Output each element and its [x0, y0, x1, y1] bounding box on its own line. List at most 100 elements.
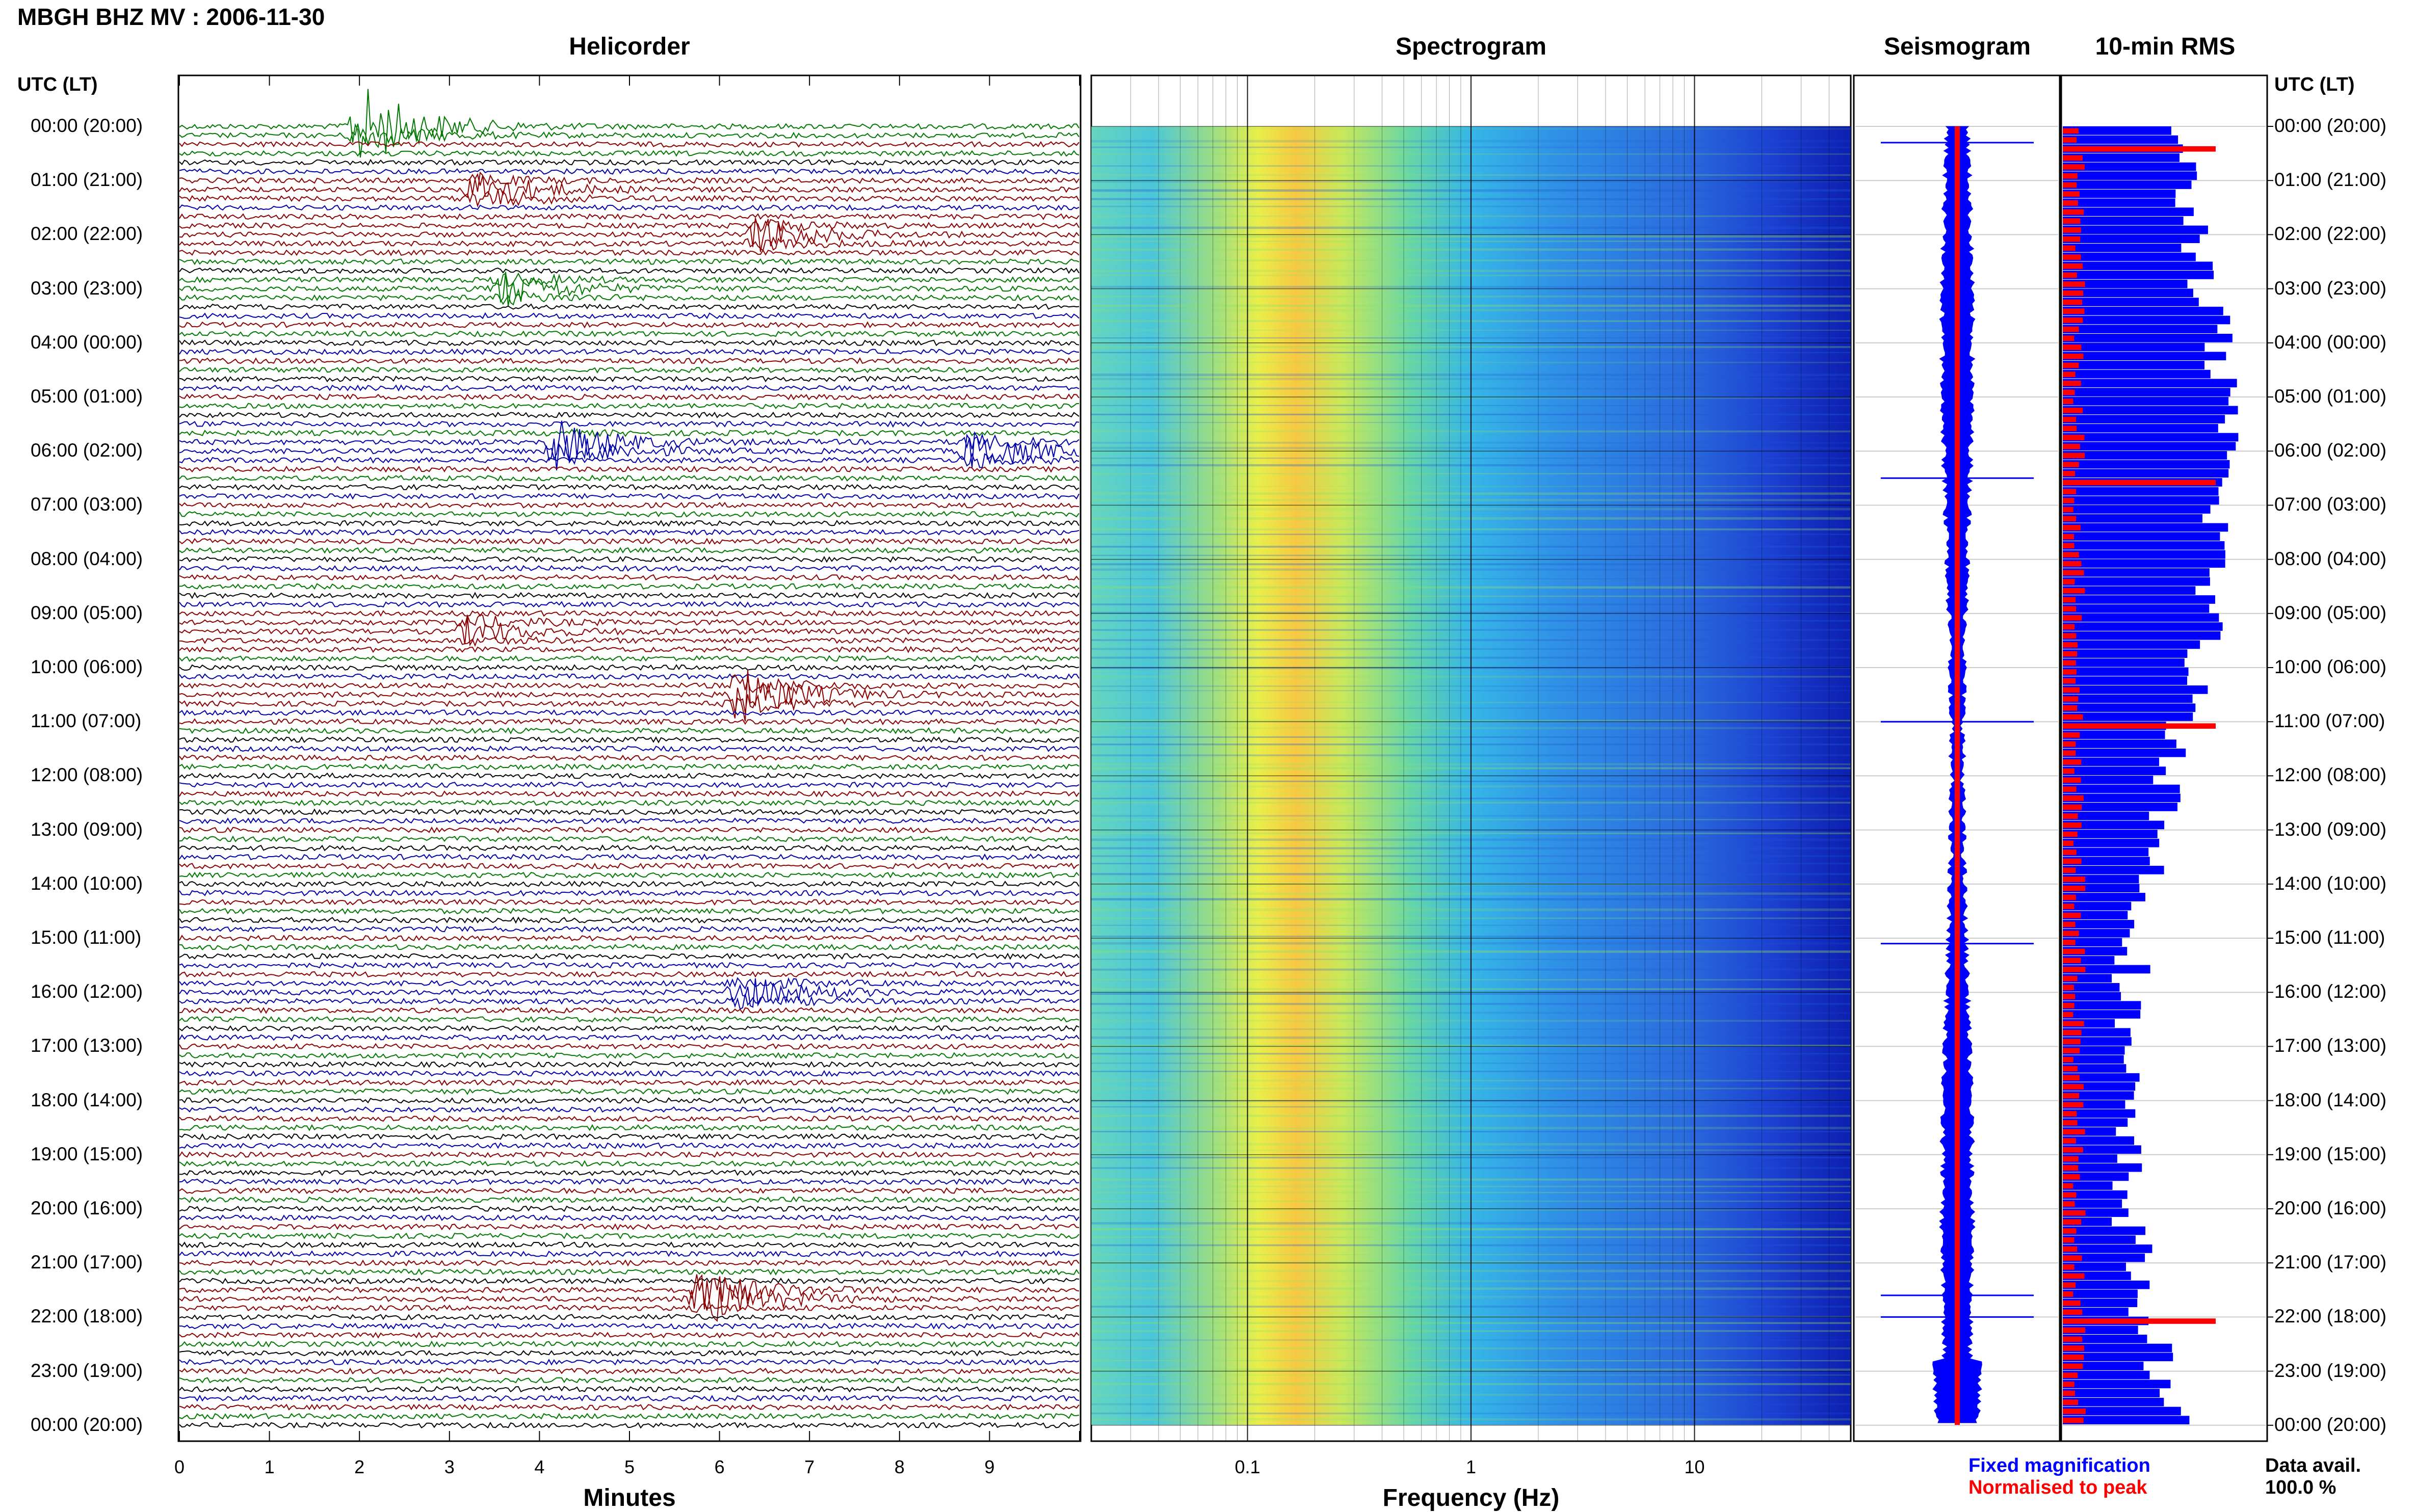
rms-normalised-bar	[2063, 804, 2082, 810]
rms-normalised-bar	[2063, 597, 2076, 603]
rms-fixed-bar	[2063, 1380, 2171, 1389]
time-label-left: 01:00 (21:00)	[31, 169, 143, 191]
time-label-left: 00:00 (20:00)	[31, 115, 143, 136]
helicorder-x-tick: 0	[174, 1456, 185, 1477]
helicorder-trace-line	[179, 1079, 1080, 1086]
helicorder-trace-line	[179, 357, 1080, 364]
helicorder-trace-line	[179, 853, 1080, 861]
rms-normalised-bar	[2063, 137, 2077, 143]
rms-normalised-bar	[2063, 1336, 2083, 1342]
helicorder-trace-line	[179, 1250, 1080, 1258]
time-label-right: 01:00 (21:00)	[2274, 169, 2387, 191]
helicorder-trace-line	[179, 1259, 1080, 1267]
helicorder-trace-line	[179, 826, 1080, 834]
rms-fixed-bar	[2063, 298, 2199, 306]
helicorder-trace-line	[179, 565, 1080, 572]
rms-fixed-bar	[2063, 1298, 2138, 1307]
time-label-right: 13:00 (09:00)	[2274, 818, 2387, 840]
rms-normalised-bar	[2063, 1138, 2076, 1144]
rms-fixed-bar	[2063, 640, 2200, 649]
rms-normalised-bar	[2063, 299, 2083, 305]
helicorder-x-tick: 8	[894, 1456, 905, 1477]
rms-normalised-bar	[2063, 1309, 2083, 1315]
rms-fixed-bar	[2063, 1109, 2136, 1118]
rms-fixed-bar	[2063, 1389, 2160, 1397]
helicorder-trace-line	[179, 790, 1080, 798]
rms-fixed-bar	[2063, 1055, 2124, 1064]
time-label-left: 16:00 (12:00)	[31, 981, 143, 1002]
rms-normalised-bar	[2063, 525, 2081, 530]
time-label-right: 08:00 (04:00)	[2274, 548, 2387, 569]
helicorder-trace-line	[179, 1052, 1080, 1059]
helicorder-trace-line	[179, 1332, 1080, 1339]
helicorder-trace-line	[179, 384, 1080, 392]
helicorder-trace-line	[179, 303, 1080, 310]
utc-header-right: UTC (LT)	[2274, 74, 2355, 95]
rms-fixed-bar	[2063, 1199, 2122, 1208]
rms-fixed-bar	[2063, 748, 2186, 757]
rms-normalised-bar	[2063, 894, 2076, 900]
rms-fixed-bar	[2063, 244, 2182, 252]
rms-normalised-bar	[2063, 1399, 2079, 1405]
helicorder-trace-line	[179, 1386, 1080, 1393]
helicorder-trace-line	[179, 538, 1080, 545]
rms-normalised-bar	[2063, 218, 2081, 224]
rms-fixed-bar	[2063, 541, 2225, 550]
rms-fixed-bar	[2063, 838, 2160, 847]
time-label-right: 16:00 (12:00)	[2274, 981, 2387, 1002]
rms-normalised-bar	[2063, 1156, 2079, 1162]
rms-fixed-bar	[2063, 433, 2239, 442]
helicorder-trace-line	[179, 573, 1080, 581]
helicorder-trace-line	[179, 1268, 1080, 1276]
rms-fixed-bar	[2063, 252, 2196, 261]
rms-normalised-bar	[2063, 146, 2216, 152]
rms-fixed-bar	[2063, 315, 2230, 325]
helicorder-trace-line	[179, 1034, 1080, 1041]
rms-fixed-bar	[2063, 234, 2200, 244]
rms-normalised-bar	[2063, 777, 2081, 783]
time-label-right: 21:00 (17:00)	[2274, 1252, 2387, 1273]
helicorder-trace-line	[179, 1403, 1080, 1411]
helicorder-trace-line	[179, 1016, 1080, 1023]
rms-fixed-bar	[2063, 1280, 2150, 1289]
rms-normalised-bar	[2063, 1066, 2078, 1072]
time-label-left: 12:00 (08:00)	[31, 764, 143, 786]
helicorder-trace-line	[179, 835, 1080, 842]
rms-fixed-bar	[2063, 847, 2149, 857]
time-label-right: 00:00 (20:00)	[2274, 115, 2387, 136]
rms-normalised-bar	[2063, 1165, 2079, 1171]
time-label-left: 11:00 (07:00)	[31, 710, 142, 732]
rms-bars	[2063, 126, 2239, 1424]
rms-fixed-bar	[2063, 153, 2180, 162]
rms-fixed-bar	[2063, 1235, 2136, 1244]
helicorder-trace-line	[179, 1025, 1080, 1032]
time-label-right: 19:00 (15:00)	[2274, 1143, 2387, 1164]
time-label-right: 15:00 (11:00)	[2274, 927, 2385, 948]
rms-normalised-bar	[2063, 912, 2081, 918]
rms-normalised-bar	[2063, 1093, 2080, 1099]
helicorder-trace-line	[179, 1241, 1080, 1249]
helicorder-trace-line	[179, 1232, 1080, 1239]
rms-fixed-bar	[2063, 685, 2208, 694]
rms-normalised-bar	[2063, 254, 2081, 260]
helicorder-panel	[177, 74, 1082, 1442]
helicorder-trace-line	[179, 971, 1080, 978]
helicorder-x-tick: 6	[714, 1456, 725, 1477]
rms-normalised-bar	[2063, 507, 2073, 513]
rms-normalised-bar	[2063, 759, 2082, 765]
rms-normalised-bar	[2063, 1129, 2085, 1135]
rms-normalised-bar	[2063, 308, 2085, 314]
helicorder-trace-line	[179, 1006, 1080, 1014]
helicorder-trace-line	[179, 898, 1079, 906]
helicorder-trace-line	[179, 1160, 1080, 1167]
time-label-right: 03:00 (23:00)	[2274, 277, 2387, 299]
time-label-right: 22:00 (18:00)	[2274, 1306, 2387, 1327]
rms-fixed-bar	[2063, 505, 2211, 514]
helicorder-trace-line	[179, 1274, 1080, 1311]
rms-normalised-bar	[2063, 462, 2079, 467]
helicorder-trace-line	[179, 420, 1080, 428]
rms-fixed-bar	[2063, 162, 2196, 171]
rms-normalised-bar	[2063, 209, 2084, 215]
spectrogram-x-tick: 1	[1465, 1456, 1477, 1477]
helicorder-trace-line	[179, 1359, 1080, 1366]
